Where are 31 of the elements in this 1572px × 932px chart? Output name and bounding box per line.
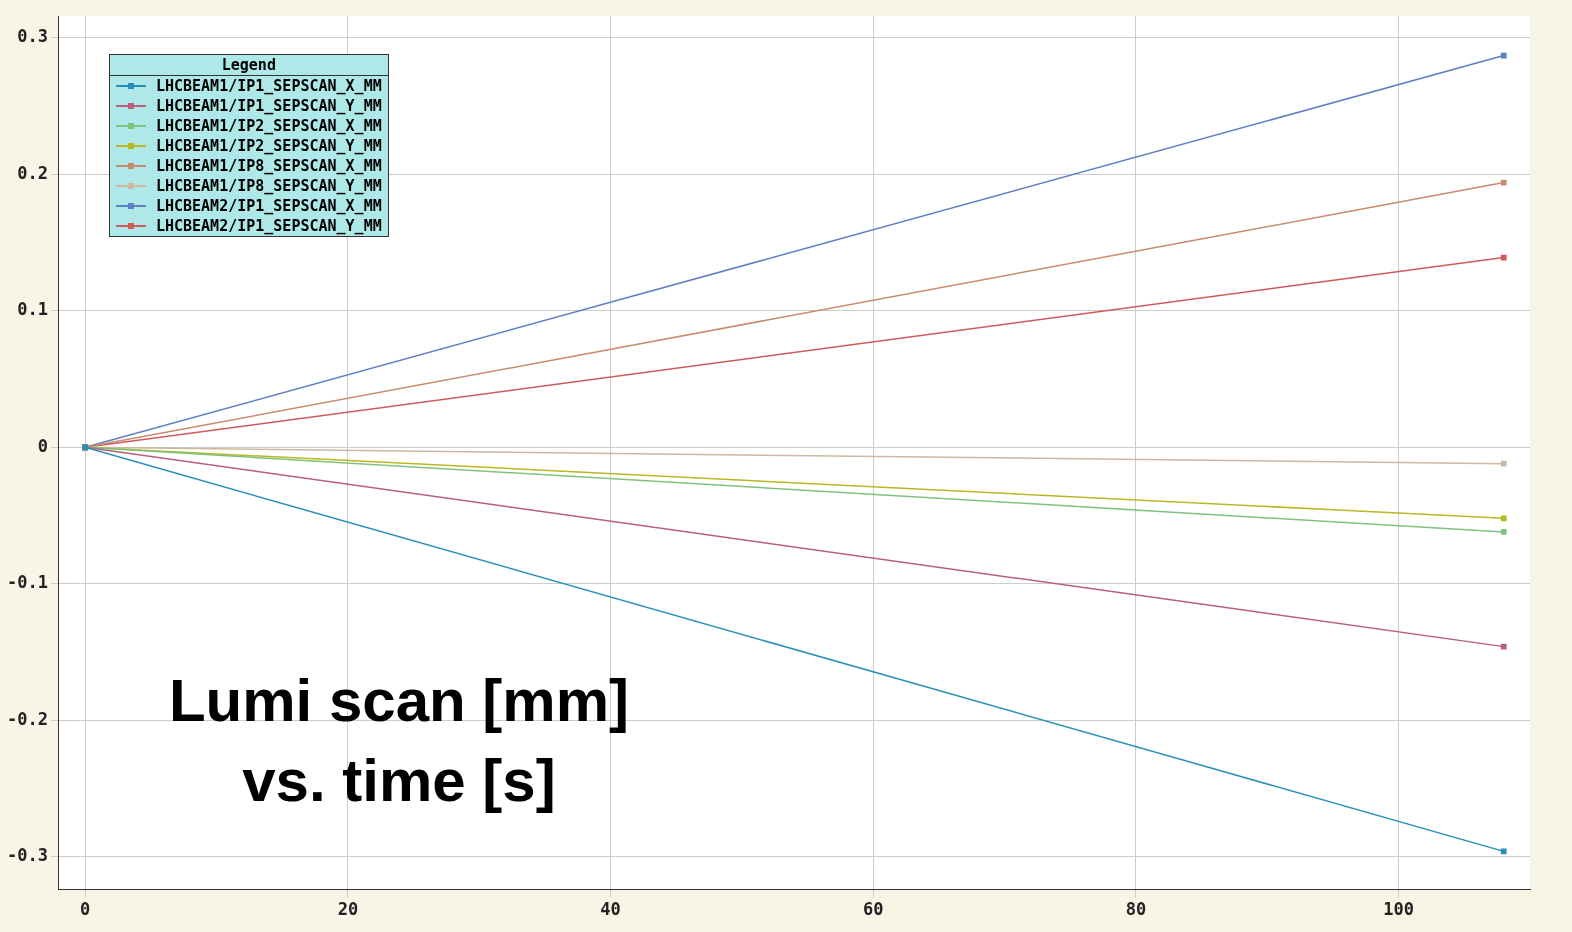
- x-tick-label: 20: [337, 899, 359, 920]
- y-tick-label: 0.1: [17, 299, 48, 320]
- x-tick-label: 0: [80, 899, 91, 920]
- x-tick-label: 80: [1125, 899, 1147, 920]
- point: [1500, 515, 1507, 522]
- legend-label: LHCBEAM1/IP1_SEPSCAN_Y_MM: [155, 97, 382, 115]
- point: [1500, 460, 1507, 467]
- x-tick-label: 40: [600, 899, 621, 920]
- legend-label: LHCBEAM1/IP2_SEPSCAN_X_MM: [155, 117, 382, 135]
- point: [1500, 52, 1507, 59]
- point: [1500, 643, 1507, 650]
- point: [1500, 179, 1507, 186]
- legend-title: Legend: [109, 55, 388, 76]
- x-tick-label: 60: [863, 899, 884, 920]
- point: [1500, 254, 1507, 261]
- y-tick-label: -0.3: [6, 845, 48, 866]
- y-tick-label: -0.1: [6, 572, 48, 593]
- y-tick-label: -0.2: [6, 708, 48, 729]
- y-tick-label: 0.2: [17, 162, 48, 183]
- x-tick-label: 100: [1383, 899, 1415, 920]
- y-tick-label: 0.3: [17, 26, 48, 47]
- legend-label: LHCBEAM1/IP8_SEPSCAN_X_MM: [155, 157, 382, 175]
- legend-label: LHCBEAM1/IP8_SEPSCAN_Y_MM: [155, 177, 382, 195]
- legend-label: LHCBEAM2/IP1_SEPSCAN_X_MM: [155, 197, 382, 215]
- y-tick-label: 0: [37, 435, 48, 456]
- point: [1500, 848, 1507, 855]
- legend-label: LHCBEAM1/IP2_SEPSCAN_Y_MM: [155, 137, 382, 155]
- legend-label: LHCBEAM2/IP1_SEPSCAN_Y_MM: [155, 217, 382, 235]
- point: [1500, 529, 1507, 535]
- legend-label: LHCBEAM1/IP1_SEPSCAN_X_MM: [155, 77, 382, 95]
- annotation: Lumi scan [mm] vs. time [s]: [168, 667, 629, 814]
